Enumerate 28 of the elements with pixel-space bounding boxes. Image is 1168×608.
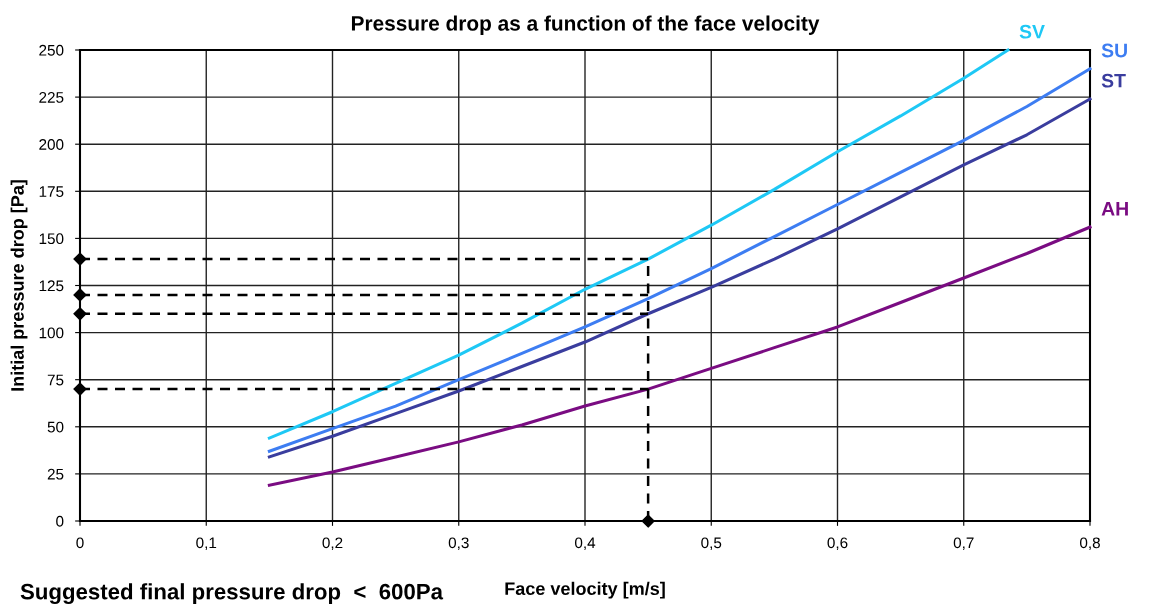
x-tick-label: 0,6 <box>827 537 848 550</box>
y-tick-label: 25 <box>47 468 64 480</box>
x-tick-label: 0,3 <box>448 537 469 550</box>
y-tick-label: 200 <box>39 139 64 150</box>
series-label: SU <box>1101 43 1127 58</box>
x-tick-label: 0,4 <box>574 537 596 550</box>
series-label: SV <box>1019 24 1045 39</box>
y-tick-label: 0 <box>56 515 64 527</box>
x-tick-label: 0,2 <box>322 537 343 550</box>
x-tick-label: 0,7 <box>953 537 974 550</box>
y-tick-label: 75 <box>47 374 64 386</box>
x-tick-label: 0,1 <box>196 537 217 550</box>
y-tick-label: 175 <box>39 186 64 197</box>
chart-title: Pressure drop as a function of the face velocity <box>351 15 820 35</box>
y-tick-label: 150 <box>39 233 64 245</box>
y-tick-label: 125 <box>39 280 64 292</box>
x-axis-title: Face velocity [m/s] <box>505 581 665 599</box>
x-tick-label: 0,8 <box>1079 537 1100 550</box>
x-tick-label: 0,5 <box>701 537 722 550</box>
series-label: ST <box>1101 73 1126 88</box>
x-tick-label: 0 <box>76 537 84 549</box>
y-tick-label: 100 <box>39 327 64 339</box>
y-axis-title: Initial pressure drop [Pa] <box>10 180 28 391</box>
text: Suggested final pressure drop < 600Pa <box>20 583 444 604</box>
y-tick-label: 250 <box>39 44 64 56</box>
y-tick-label: 50 <box>47 421 64 433</box>
series-label: AH <box>1101 202 1128 216</box>
y-tick-label: 225 <box>39 91 64 103</box>
